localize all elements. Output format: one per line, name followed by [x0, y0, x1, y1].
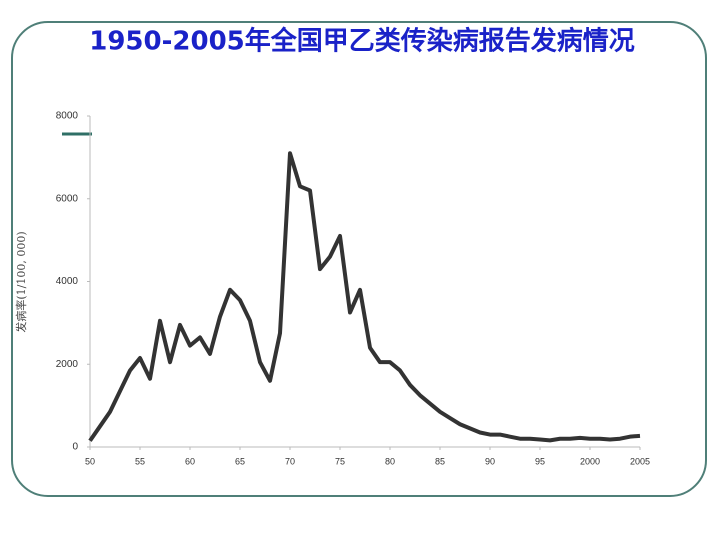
x-tick-label: 50	[85, 456, 95, 466]
x-tick-label: 75	[335, 456, 345, 466]
x-tick-label: 95	[535, 456, 545, 466]
y-tick-label: 4000	[56, 276, 79, 287]
x-tick-label: 2005	[630, 456, 650, 466]
x-tick-label: 90	[485, 456, 495, 466]
line-series	[88, 151, 641, 443]
y-tick-label: 6000	[56, 193, 79, 204]
x-tick-label: 60	[185, 456, 195, 466]
x-tick-label: 85	[435, 456, 445, 466]
title-backdrop	[52, 26, 672, 60]
x-tick-label: 55	[135, 456, 145, 466]
y-tick-label: 2000	[56, 359, 79, 370]
x-tick-label: 65	[235, 456, 245, 466]
x-tick-label: 70	[285, 456, 295, 466]
x-tick-label: 80	[385, 456, 395, 466]
slide-frame	[11, 21, 707, 497]
y-tick-label: 8000	[56, 111, 79, 122]
chart-title: 1950-2005年全国甲乙类传染病报告发病情况	[89, 26, 635, 57]
y-tick-label: 0	[72, 442, 78, 453]
y-axis-label: 发病率(1/100, 000)	[14, 231, 28, 332]
x-tick-label: 2000	[580, 456, 600, 466]
